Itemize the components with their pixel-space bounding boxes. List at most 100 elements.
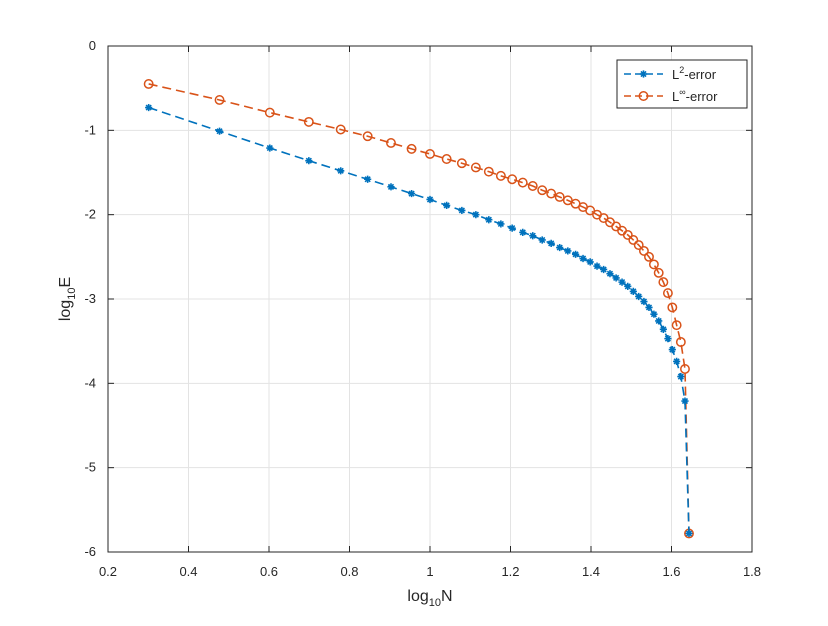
- legend-marker-icon-l2: [639, 70, 648, 78]
- data-point-L2-error: [586, 258, 594, 266]
- y-tick-label: -5: [84, 460, 96, 475]
- data-point-L2-error: [606, 270, 614, 278]
- legend-label-linf: L∞-error: [672, 87, 718, 104]
- data-point-Linf-error: [517, 177, 528, 188]
- data-point-Linf-error: [406, 143, 417, 154]
- data-point-L2-error: [564, 247, 572, 255]
- data-point-L2-error: [443, 201, 451, 209]
- data-point-Linf-error: [653, 267, 664, 278]
- data-point-Linf-error: [667, 302, 678, 313]
- data-point-Linf-error: [470, 162, 481, 173]
- data-point-Linf-error: [264, 107, 275, 118]
- data-point-L2-error: [485, 216, 493, 224]
- data-point-Linf-error: [495, 170, 506, 181]
- data-point-Linf-error: [638, 245, 649, 256]
- ticks: 0.2 0.4 0.6 0.8 1 1.2 1.4 1.6 1.8 0 -1 -2 -3 -4 -5 -6: [84, 38, 761, 579]
- series-line-Linf-error: [148, 83, 690, 534]
- data-point-L2-error: [472, 211, 480, 219]
- y-tick-label: -4: [84, 375, 96, 390]
- data-point-L2-error: [266, 144, 274, 152]
- data-point-Linf-error: [585, 205, 596, 216]
- series-L2-error: [145, 103, 693, 538]
- x-tick-label: 0.4: [179, 564, 197, 579]
- series-Linf-error: [143, 79, 694, 539]
- data-point-L2-error: [677, 372, 685, 381]
- data-point-L2-error: [624, 282, 632, 290]
- data-point-L2-error: [650, 310, 658, 318]
- x-tick-label: 0.2: [99, 564, 117, 579]
- data-point-L2-error: [618, 278, 626, 286]
- data-point-L2-error: [685, 529, 693, 538]
- data-point-L2-error: [571, 250, 580, 258]
- x-tick-label: 1.2: [501, 564, 519, 579]
- data-point-Linf-error: [483, 166, 494, 177]
- y-tick-label: -1: [84, 122, 96, 137]
- data-point-L2-error: [629, 287, 637, 296]
- legend: L2-error L∞-error: [616, 59, 748, 109]
- y-tick-label: 0: [89, 38, 96, 53]
- data-point-Linf-error: [335, 124, 346, 135]
- data-point-Linf-error: [425, 148, 435, 159]
- y-tick-label: -2: [84, 207, 96, 222]
- data-point-Linf-error: [633, 240, 644, 250]
- data-point-Linf-error: [546, 188, 557, 199]
- data-point-L2-error: [579, 254, 587, 263]
- legend-label-l2: L2-error: [672, 65, 717, 82]
- x-tick-label: 1: [426, 564, 433, 579]
- y-tick-label: -6: [84, 544, 96, 559]
- data-point-L2-error: [659, 325, 667, 333]
- data-point-L2-error: [681, 397, 689, 405]
- data-point-L2-error: [364, 175, 372, 183]
- data-point-L2-error: [387, 183, 395, 191]
- data-point-L2-error: [600, 265, 608, 274]
- x-tick-label: 0.6: [260, 564, 278, 579]
- data-point-Linf-error: [537, 185, 548, 196]
- data-point-L2-error: [529, 232, 537, 240]
- data-point-Linf-error: [507, 174, 518, 185]
- data-point-Linf-error: [362, 131, 373, 142]
- data-point-Linf-error: [648, 259, 659, 270]
- series-layer: [143, 79, 694, 539]
- x-tick-label: 1.8: [743, 564, 761, 579]
- legend-marker-linf: [638, 91, 649, 101]
- x-axis-label: log10N: [407, 588, 452, 609]
- data-point-Linf-error: [628, 235, 639, 245]
- data-point-Linf-error: [680, 364, 690, 374]
- legend-marker-l2: [639, 70, 648, 78]
- legend-box: [616, 59, 748, 109]
- data-point-L2-error: [407, 189, 416, 198]
- data-point-Linf-error: [214, 95, 225, 105]
- data-point-L2-error: [655, 317, 663, 325]
- data-point-Linf-error: [386, 138, 396, 148]
- data-point-L2-error: [508, 224, 516, 232]
- x-tick-label: 0.8: [340, 564, 358, 579]
- data-point-Linf-error: [671, 320, 682, 331]
- data-point-L2-error: [645, 303, 653, 312]
- data-point-Linf-error: [644, 251, 654, 262]
- data-point-L2-error: [519, 228, 527, 236]
- y-tick-label: -3: [84, 291, 96, 306]
- data-point-L2-error: [635, 292, 643, 301]
- data-point-Linf-error: [675, 337, 686, 347]
- data-point-L2-error: [640, 297, 648, 306]
- data-point-L2-error: [593, 262, 601, 270]
- data-point-L2-error: [458, 206, 466, 215]
- data-point-L2-error: [668, 346, 676, 354]
- data-point-L2-error: [305, 157, 313, 165]
- data-point-L2-error: [426, 195, 434, 204]
- data-point-Linf-error: [527, 181, 538, 191]
- data-point-L2-error: [215, 127, 224, 135]
- x-tick-label: 1.4: [582, 564, 600, 579]
- x-tick-label: 1.6: [662, 564, 680, 579]
- data-point-Linf-error: [662, 288, 673, 299]
- y-axis-label: log10E: [57, 277, 78, 321]
- data-point-L2-error: [664, 335, 672, 343]
- data-point-L2-error: [673, 357, 681, 366]
- legend-marker-icon-linf: [638, 91, 649, 101]
- data-point-L2-error: [337, 167, 345, 175]
- data-point-L2-error: [497, 220, 505, 228]
- data-point-L2-error: [556, 243, 564, 252]
- data-point-Linf-error: [303, 116, 314, 127]
